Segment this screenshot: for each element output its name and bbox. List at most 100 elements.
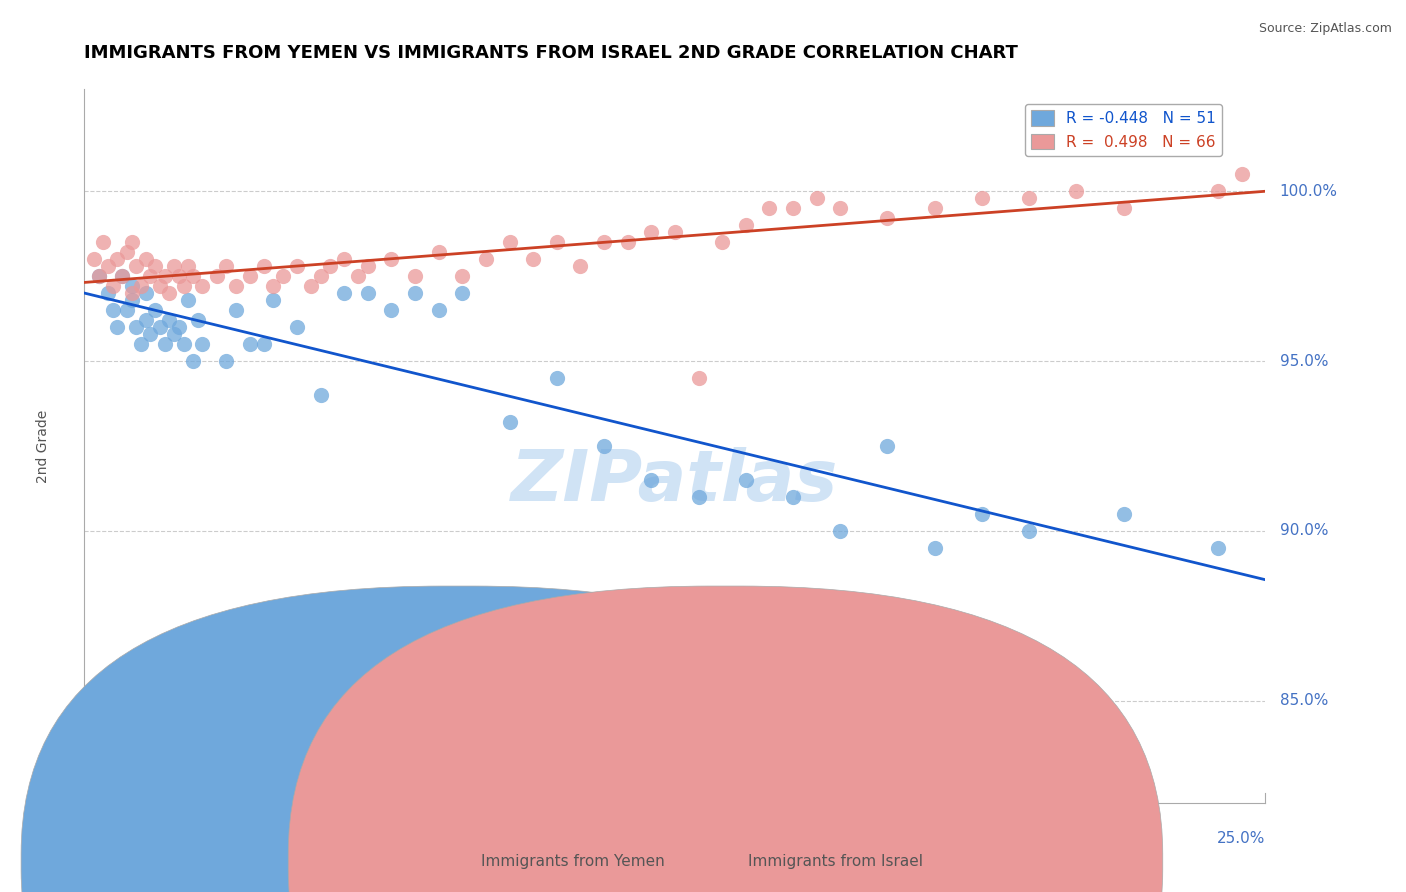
- Point: [380, 252, 402, 266]
- Point: [285, 259, 308, 273]
- Text: 85.0%: 85.0%: [1279, 693, 1327, 708]
- Point: [187, 313, 209, 327]
- Point: [121, 286, 143, 301]
- Point: [135, 286, 157, 301]
- Point: [83, 252, 105, 266]
- Point: [427, 303, 450, 318]
- Point: [101, 303, 124, 318]
- Point: [91, 235, 114, 249]
- Point: [451, 286, 474, 301]
- Point: [135, 313, 157, 327]
- Text: 25.0%: 25.0%: [1218, 831, 1265, 847]
- Point: [830, 201, 852, 215]
- Point: [664, 225, 686, 239]
- Point: [163, 259, 186, 273]
- Text: Immigrants from Israel: Immigrants from Israel: [748, 855, 922, 869]
- Point: [262, 293, 284, 307]
- Point: [806, 191, 828, 205]
- Point: [177, 293, 200, 307]
- Point: [593, 235, 616, 249]
- Point: [177, 259, 200, 273]
- Point: [876, 211, 898, 226]
- Point: [181, 269, 204, 284]
- Point: [107, 320, 129, 334]
- Point: [97, 259, 120, 273]
- Text: Immigrants from Yemen: Immigrants from Yemen: [481, 855, 665, 869]
- Point: [253, 337, 276, 351]
- Point: [546, 235, 568, 249]
- Point: [121, 293, 143, 307]
- Point: [711, 235, 734, 249]
- Point: [498, 415, 520, 429]
- Point: [1112, 201, 1135, 215]
- Point: [299, 279, 322, 293]
- Point: [191, 337, 214, 351]
- Point: [139, 326, 162, 341]
- Point: [427, 245, 450, 260]
- Point: [616, 235, 638, 249]
- Text: 95.0%: 95.0%: [1279, 353, 1329, 368]
- Point: [149, 320, 172, 334]
- Point: [157, 286, 180, 301]
- Point: [357, 259, 380, 273]
- Point: [970, 507, 993, 521]
- Point: [782, 201, 804, 215]
- Point: [215, 354, 238, 368]
- Point: [593, 439, 616, 453]
- Point: [734, 218, 756, 232]
- Point: [404, 286, 426, 301]
- Point: [451, 269, 474, 284]
- Point: [163, 326, 186, 341]
- Point: [1112, 507, 1135, 521]
- Point: [876, 439, 898, 453]
- Point: [129, 279, 152, 293]
- Point: [758, 201, 780, 215]
- Point: [111, 269, 134, 284]
- Text: IMMIGRANTS FROM YEMEN VS IMMIGRANTS FROM ISRAEL 2ND GRADE CORRELATION CHART: IMMIGRANTS FROM YEMEN VS IMMIGRANTS FROM…: [84, 45, 1018, 62]
- Point: [125, 259, 148, 273]
- Point: [149, 279, 172, 293]
- Point: [167, 269, 190, 284]
- Point: [143, 259, 166, 273]
- Point: [191, 279, 214, 293]
- Point: [1206, 541, 1229, 555]
- Point: [121, 235, 143, 249]
- Point: [319, 259, 342, 273]
- Point: [129, 337, 152, 351]
- Point: [734, 473, 756, 487]
- Point: [101, 279, 124, 293]
- Point: [87, 269, 110, 284]
- Point: [309, 388, 332, 402]
- Point: [153, 337, 176, 351]
- Point: [640, 473, 662, 487]
- Point: [205, 269, 228, 284]
- Point: [1230, 167, 1253, 181]
- Point: [830, 524, 852, 538]
- Point: [107, 252, 129, 266]
- Point: [262, 279, 284, 293]
- Point: [157, 313, 180, 327]
- Point: [357, 286, 380, 301]
- Point: [569, 259, 592, 273]
- Point: [924, 541, 946, 555]
- Point: [782, 490, 804, 504]
- Point: [688, 490, 710, 504]
- Point: [125, 320, 148, 334]
- Text: 2nd Grade: 2nd Grade: [37, 409, 51, 483]
- Point: [253, 259, 276, 273]
- Point: [239, 337, 262, 351]
- Point: [924, 201, 946, 215]
- Point: [135, 252, 157, 266]
- Point: [143, 303, 166, 318]
- Point: [970, 191, 993, 205]
- Point: [139, 269, 162, 284]
- Point: [347, 269, 370, 284]
- Point: [1018, 524, 1040, 538]
- Point: [97, 286, 120, 301]
- Point: [215, 259, 238, 273]
- Point: [498, 235, 520, 249]
- Point: [285, 320, 308, 334]
- Legend: R = -0.448   N = 51, R =  0.498   N = 66: R = -0.448 N = 51, R = 0.498 N = 66: [1025, 104, 1222, 156]
- Text: 90.0%: 90.0%: [1279, 524, 1329, 539]
- Point: [475, 252, 498, 266]
